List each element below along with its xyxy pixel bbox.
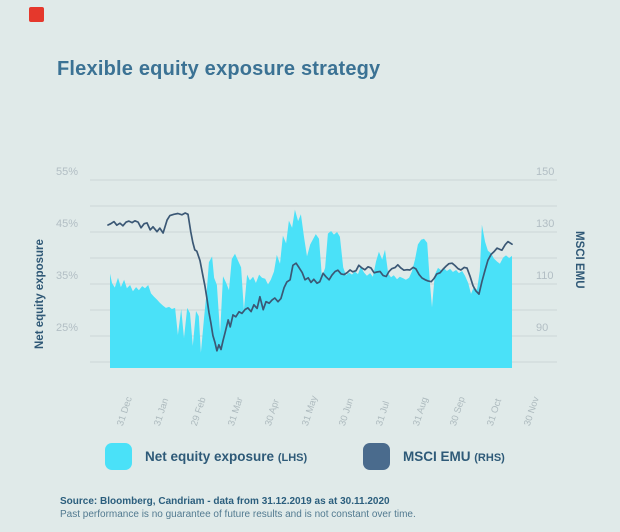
legend-label-net-equity: Net equity exposure (LHS) — [145, 449, 308, 464]
source-text: Source: Bloomberg, Candriam - data from … — [60, 496, 390, 507]
brand-logo-mark — [29, 7, 44, 22]
disclaimer-text: Past performance is no guarantee of futu… — [60, 509, 416, 520]
y-axis-label-left: 25% — [56, 322, 79, 334]
page-title: Flexible equity exposure strategy — [57, 58, 381, 80]
legend-item-msci-emu: MSCI EMU (RHS) — [363, 443, 505, 470]
legend: Net equity exposure (LHS) MSCI EMU (RHS) — [0, 443, 620, 475]
left-axis-title: Net equity exposure — [34, 239, 46, 349]
legend-item-net-equity: Net equity exposure (LHS) — [105, 443, 307, 470]
legend-suffix-lhs: (LHS) — [277, 452, 308, 464]
msci-emu-line — [107, 212, 513, 352]
net-equity-exposure-area — [110, 209, 512, 368]
right-axis-title: MSCI EMU — [573, 231, 585, 289]
y-axis-label-right: 130 — [536, 218, 555, 230]
y-axis-label-right: 110 — [536, 270, 554, 282]
legend-swatch-msci-emu — [363, 443, 390, 470]
legend-suffix-rhs: (RHS) — [474, 452, 505, 464]
y-axis-label-right: 90 — [536, 322, 549, 334]
y-axis-label-right: 150 — [536, 166, 555, 178]
y-axis-label-left: 55% — [56, 166, 79, 178]
y-axis-label-left: 45% — [56, 218, 79, 230]
legend-swatch-net-equity — [105, 443, 132, 470]
legend-label-msci-emu: MSCI EMU (RHS) — [403, 449, 505, 464]
y-axis-label-left: 35% — [56, 270, 79, 282]
